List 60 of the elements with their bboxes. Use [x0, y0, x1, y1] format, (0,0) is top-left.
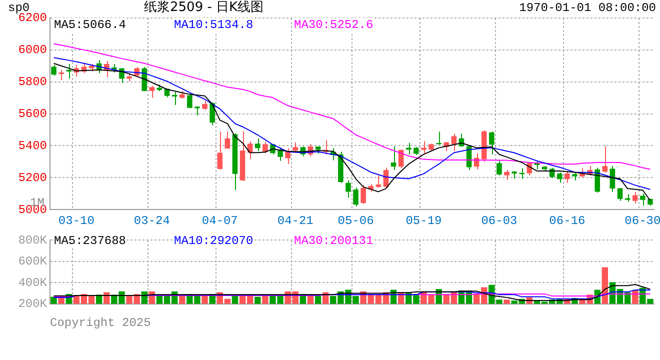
candlestick — [66, 63, 72, 80]
candlestick — [421, 140, 426, 154]
candlestick — [564, 170, 570, 184]
candlestick — [640, 193, 646, 206]
y-tick-label: 5800 — [18, 75, 47, 90]
candlestick — [504, 170, 510, 180]
candlestick — [217, 131, 223, 170]
candlestick — [187, 93, 192, 109]
x-tick-label: 06-16 — [549, 214, 586, 228]
text: MA5:237688 — [54, 234, 126, 248]
text: MA30:5252.6 — [294, 18, 374, 32]
y-tick-label: 400K — [18, 276, 48, 290]
candlestick — [58, 69, 64, 81]
candlestick — [436, 131, 442, 146]
candlestick — [556, 172, 562, 184]
x-tick-label: 03-10 — [58, 214, 94, 228]
chart-title: 纸浆2509 - 日K线图 — [143, 0, 265, 16]
text: Copyright 2025 — [50, 316, 151, 330]
text: 1970-01-01 08:00:00 — [519, 1, 656, 15]
candlestick — [346, 180, 351, 198]
y-tick-label: 6000 — [18, 43, 47, 58]
x-tick-label: 05-19 — [406, 214, 442, 228]
candlestick — [262, 141, 268, 154]
candlestick — [224, 131, 230, 149]
x-tick-label: 06-03 — [481, 214, 518, 228]
candlestick — [51, 64, 56, 76]
y-tick-label: 800K — [18, 233, 48, 248]
candlestick — [496, 159, 502, 176]
candlestick — [376, 174, 382, 188]
candlestick — [594, 167, 600, 194]
candlestick — [451, 133, 457, 152]
y-tick-label: 5400 — [18, 138, 47, 153]
candlestick — [360, 184, 366, 205]
y-tick-label: 6200 — [18, 11, 47, 26]
candlestick — [292, 142, 298, 152]
candlestick — [489, 131, 494, 155]
candlestick — [254, 138, 260, 152]
text: MA30:200131 — [294, 234, 374, 248]
x-tick-label: 05-06 — [338, 214, 374, 228]
x-tick-label: 06-30 — [624, 214, 660, 228]
candlestick — [617, 188, 623, 202]
text: MA5:5066.4 — [54, 18, 126, 32]
y-tick-label: 5600 — [18, 106, 47, 121]
text: MA10:292070 — [174, 234, 254, 248]
candlestick — [602, 145, 608, 174]
y-tick-label: 600K — [18, 254, 48, 269]
candlestick — [142, 66, 148, 92]
candlestick — [353, 187, 358, 207]
x-tick-label: 03-24 — [134, 214, 170, 228]
candlestick — [285, 148, 290, 165]
candlestick — [210, 102, 215, 126]
x-tick-label: 04-07 — [202, 214, 238, 228]
candlestick — [149, 85, 155, 98]
candlestick — [632, 192, 638, 204]
x-tick-label: 04-21 — [277, 214, 314, 228]
candlestick — [202, 100, 208, 110]
candlestick — [390, 146, 396, 171]
y-tick-label: 5200 — [18, 170, 47, 185]
y-tick-label: 200K — [18, 296, 48, 311]
text: MA10:5134.8 — [174, 18, 254, 32]
